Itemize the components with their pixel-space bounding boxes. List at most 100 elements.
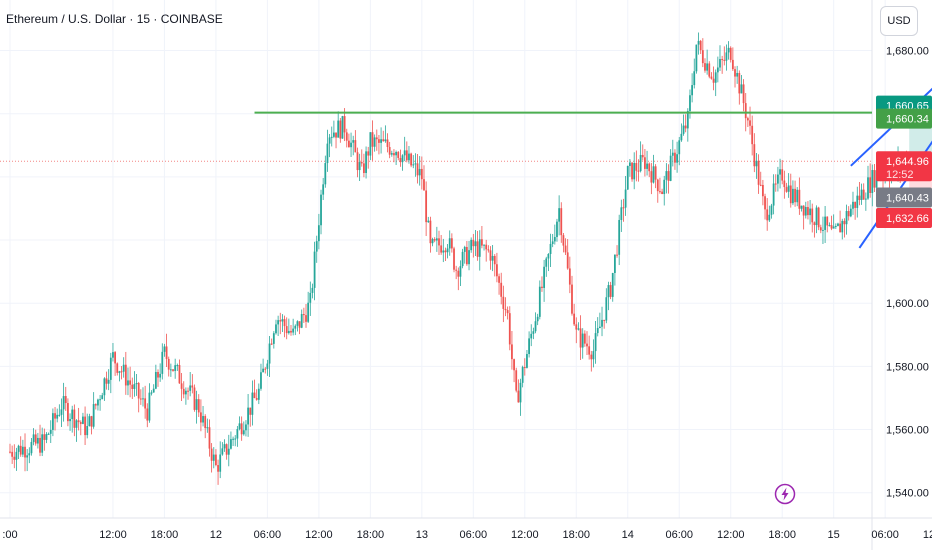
price-tag-bg <box>876 187 932 208</box>
candle-body <box>506 310 509 314</box>
candle-body <box>257 388 260 400</box>
candle-body <box>768 214 771 221</box>
candle-body <box>536 316 539 322</box>
candle-body <box>491 255 494 261</box>
candle-body <box>856 195 859 208</box>
candle-body <box>294 325 297 329</box>
price-tag-countdown: 12:52 <box>886 169 914 181</box>
candle-body <box>137 382 140 399</box>
symbol-title: Ethereum / U.S. Dollar · 15 · COINBASE <box>6 12 223 26</box>
candle-body <box>699 40 702 51</box>
candle-body <box>738 72 741 94</box>
price-axis[interactable]: 1,680.00 1,600.00 1,580.00 1,560.00 1,540.00 <box>886 46 929 500</box>
candle-body <box>772 183 775 206</box>
candle-body <box>562 235 565 246</box>
candle-body <box>560 208 563 236</box>
candle-body <box>753 144 756 167</box>
candle-body <box>523 367 526 369</box>
candle-body <box>663 179 666 195</box>
candle-body <box>736 72 739 77</box>
candle-body <box>94 404 97 406</box>
candle-body <box>15 451 18 460</box>
candle-body <box>131 384 134 389</box>
candle-body <box>152 388 155 393</box>
candle-body <box>798 189 801 209</box>
candle-body <box>245 424 247 431</box>
candle-body <box>429 220 432 244</box>
candle-body <box>238 423 241 430</box>
candle-body <box>716 67 719 73</box>
candle-body <box>352 140 355 143</box>
x-tick-label: 12:00 <box>305 529 333 541</box>
candle-body <box>277 320 280 325</box>
candle-body <box>281 319 284 322</box>
candle-body <box>350 142 352 148</box>
candle-body <box>225 444 228 455</box>
candle-body <box>309 292 312 303</box>
candle-body <box>109 357 112 380</box>
x-tick-label: 12:00 <box>923 529 932 541</box>
candle-body <box>69 419 71 422</box>
candle-body <box>446 248 449 253</box>
candle-body <box>191 385 194 388</box>
candle-body <box>744 103 747 119</box>
candle-body <box>759 184 762 186</box>
candle-body <box>648 163 651 172</box>
x-tick-label: 18:00 <box>768 529 796 541</box>
x-tick-label: 12:00 <box>511 529 539 541</box>
candle-body <box>652 166 655 183</box>
candle-body <box>864 198 867 200</box>
candle-body <box>62 396 65 410</box>
candle-body <box>176 365 179 367</box>
candle-body <box>590 354 593 360</box>
candle-body <box>105 378 108 384</box>
candle-body <box>517 390 520 403</box>
price-tag-bg <box>876 208 932 229</box>
candle-body <box>815 207 818 226</box>
candle-body <box>363 163 365 173</box>
x-tick-label: 12:00 <box>717 529 745 541</box>
candle-body <box>502 296 505 309</box>
candle-body <box>425 190 428 223</box>
candle-body <box>393 153 395 156</box>
candle-body <box>485 244 488 250</box>
candle-body <box>32 434 35 442</box>
candle-body <box>403 150 406 156</box>
candle-body <box>693 71 696 86</box>
candle-body <box>564 245 567 253</box>
candle-body <box>182 388 185 395</box>
candle-body <box>800 205 803 209</box>
candle-body <box>124 364 127 386</box>
candle-body <box>457 270 460 277</box>
time-axis[interactable]: :00 12:00 18:00 12 06:00 12:00 18:00 13 06:00 12:… <box>2 529 932 541</box>
candle-body <box>180 383 183 389</box>
candle-body <box>676 154 678 163</box>
candle-body <box>867 177 869 199</box>
candle-body <box>620 207 623 220</box>
candle-body <box>873 170 876 188</box>
candle-body <box>498 276 500 283</box>
candle-body <box>330 136 333 138</box>
candle-body <box>822 229 824 231</box>
x-tick-label: 14 <box>622 529 634 541</box>
candle-body <box>341 116 344 139</box>
candle-body <box>551 241 554 244</box>
candle-body <box>234 438 237 440</box>
x-tick-label: 06:00 <box>871 529 899 541</box>
candle-body <box>305 315 307 322</box>
candle-body <box>579 328 582 348</box>
lightning-icon[interactable] <box>774 483 796 505</box>
candle-body <box>148 392 151 421</box>
candle-body <box>521 367 524 383</box>
candle-body <box>408 153 410 161</box>
candle-body <box>165 346 168 359</box>
price-tags: 1,660.651,660.341,644.9612:521,640.431,6… <box>876 95 932 229</box>
candle-body <box>483 244 485 246</box>
currency-button[interactable]: USD <box>880 6 918 36</box>
candle-body <box>184 390 187 395</box>
candle-body <box>832 226 835 229</box>
candle-body <box>232 438 234 440</box>
candle-body <box>326 143 329 164</box>
candle-body <box>298 321 301 328</box>
